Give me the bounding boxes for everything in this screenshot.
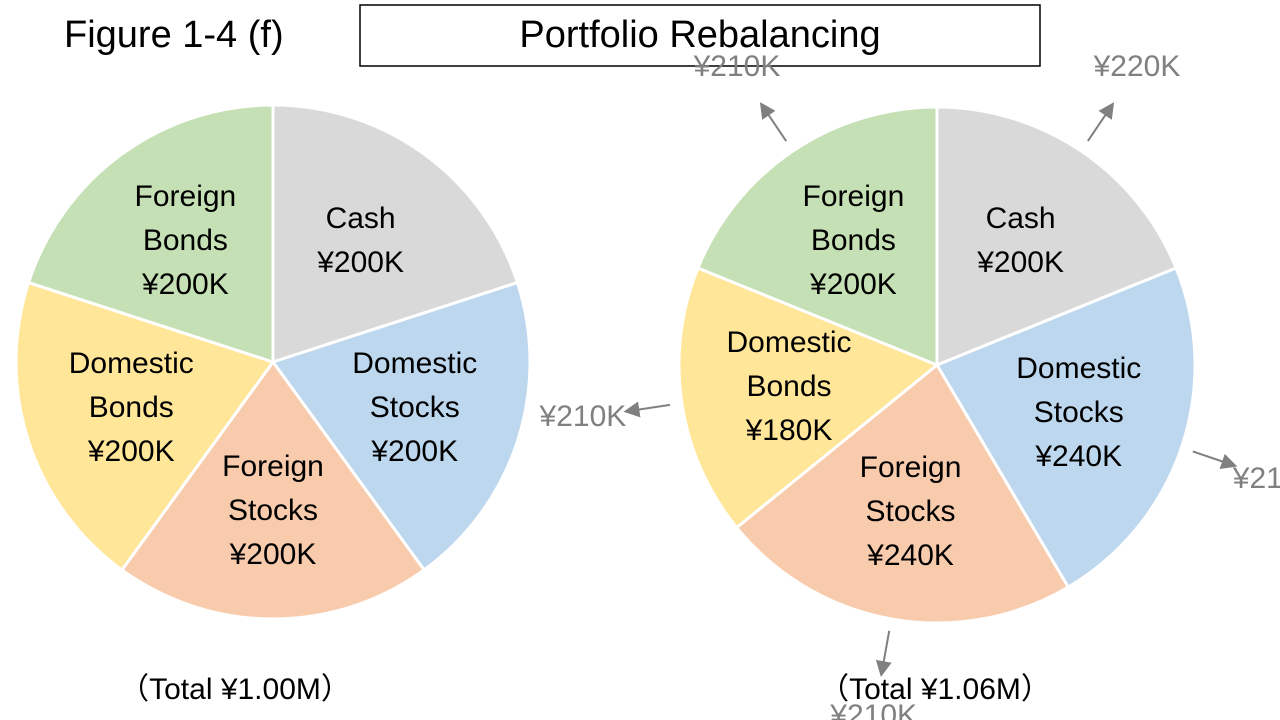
target-arrow xyxy=(623,401,671,418)
pie-slice xyxy=(14,280,276,573)
pie-slice xyxy=(935,105,1179,368)
category-label: Foreign Bonds xyxy=(802,179,905,257)
slice-label: Cash ¥200K xyxy=(936,197,1106,285)
category-label: Cash xyxy=(325,202,396,236)
pie-slice xyxy=(270,280,532,573)
pie-slice xyxy=(677,266,940,530)
slice-label: Domestic Bonds ¥180K xyxy=(704,321,874,453)
value-label: ¥180K xyxy=(745,414,833,448)
pie-slice xyxy=(934,266,1197,590)
slice-label: Foreign Stocks ¥240K xyxy=(826,446,996,578)
category-label: Domestic Bonds xyxy=(726,326,852,404)
value-label: ¥200K xyxy=(810,267,897,301)
slice-label: Cash ¥200K xyxy=(276,197,446,285)
figure-label: Figure 1-4 (f) xyxy=(64,14,284,56)
category-label: Foreign Stocks xyxy=(222,450,324,528)
value-label: ¥200K xyxy=(977,245,1064,279)
total-label: （Total ¥1.06M） xyxy=(819,673,1051,706)
target-label: ¥210K xyxy=(539,399,627,433)
slice-label: Foreign Bonds ¥200K xyxy=(100,175,270,307)
title: Portfolio Rebalancing xyxy=(519,14,881,56)
category-label: Foreign Stocks xyxy=(859,451,962,529)
pie-slice xyxy=(734,362,1071,625)
total-label: （Total ¥1.00M） xyxy=(119,673,351,706)
pie-slice xyxy=(271,103,520,365)
title-box xyxy=(359,4,1041,67)
category-label: Domestic Stocks xyxy=(352,347,478,425)
pie-slice xyxy=(119,359,427,621)
pie-slice xyxy=(695,105,939,368)
target-arrow xyxy=(759,102,787,142)
target-label: ¥210K xyxy=(1232,461,1280,495)
target-label: ¥210K xyxy=(693,50,781,84)
slice-label: Domestic Stocks ¥200K xyxy=(330,342,500,474)
target-arrow xyxy=(875,630,892,678)
slice-label: Foreign Bonds ¥200K xyxy=(768,175,938,307)
slice-label: Domestic Bonds ¥200K xyxy=(46,342,216,474)
category-label: Domestic Stocks xyxy=(1016,351,1142,429)
value-label: ¥200K xyxy=(317,246,404,280)
target-label: ¥210K xyxy=(830,699,918,720)
category-label: Domestic Bonds xyxy=(68,347,194,425)
category-label: Foreign Bonds xyxy=(134,180,237,258)
slice-label: Domestic Stocks ¥240K xyxy=(994,347,1164,479)
value-label: ¥240K xyxy=(867,539,954,573)
pie-slice xyxy=(26,103,275,365)
target-arrow xyxy=(1087,102,1115,142)
category-label: Cash xyxy=(985,201,1056,235)
value-label: ¥200K xyxy=(87,435,175,469)
target-label: ¥220K xyxy=(1093,50,1181,84)
value-label: ¥200K xyxy=(371,435,459,469)
target-arrow xyxy=(1192,450,1238,469)
value-label: ¥200K xyxy=(142,268,229,302)
value-label: ¥240K xyxy=(1035,439,1123,473)
value-label: ¥200K xyxy=(229,538,317,572)
slice-label: Foreign Stocks ¥200K xyxy=(188,445,358,577)
